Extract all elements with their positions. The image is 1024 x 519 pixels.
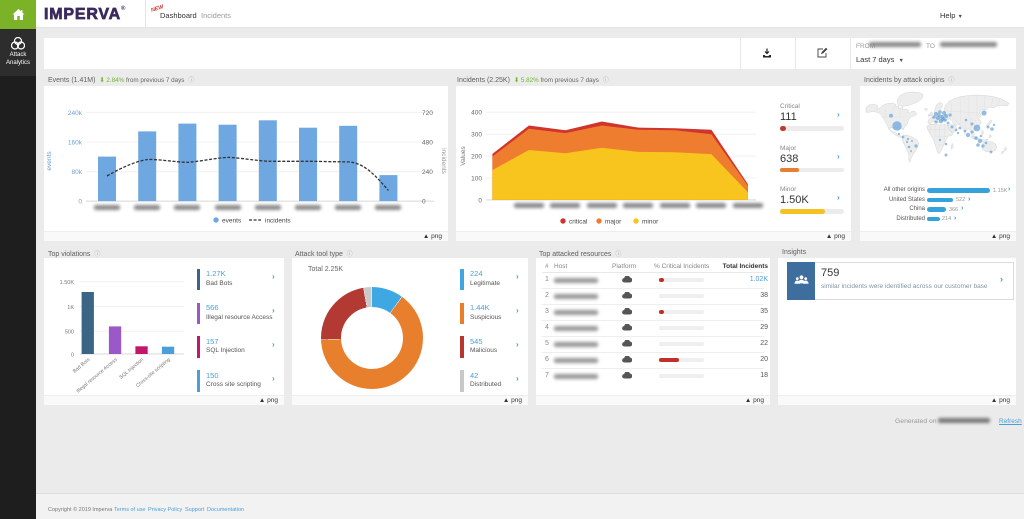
svg-text:80k: 80k: [72, 169, 83, 176]
svg-text:240: 240: [422, 169, 433, 176]
svg-text:300: 300: [471, 132, 482, 139]
svg-text:1.50K: 1.50K: [60, 280, 75, 286]
svg-text:incidents: incidents: [265, 218, 291, 225]
svg-text:480: 480: [422, 139, 433, 146]
svg-text:0: 0: [78, 199, 82, 206]
svg-text:Bad Bots: Bad Bots: [72, 357, 92, 375]
svg-text:400: 400: [471, 110, 482, 117]
svg-text:SQL Injection: SQL Injection: [118, 357, 145, 381]
svg-text:major: major: [605, 219, 622, 226]
svg-text:1K: 1K: [67, 305, 74, 311]
svg-text:critical: critical: [569, 219, 588, 226]
svg-text:0: 0: [478, 197, 482, 204]
svg-text:240k: 240k: [68, 110, 83, 117]
svg-text:Values: Values: [460, 146, 467, 166]
svg-text:incidents: incidents: [440, 148, 447, 174]
svg-text:100: 100: [471, 175, 482, 182]
svg-text:0: 0: [71, 352, 74, 358]
svg-text:500: 500: [65, 330, 74, 336]
svg-text:events: events: [46, 151, 53, 171]
svg-text:720: 720: [422, 110, 433, 117]
svg-text:200: 200: [471, 154, 482, 161]
svg-text:events: events: [222, 218, 242, 225]
svg-text:160k: 160k: [68, 139, 83, 146]
svg-text:0: 0: [422, 199, 426, 206]
svg-text:minor: minor: [642, 219, 659, 226]
